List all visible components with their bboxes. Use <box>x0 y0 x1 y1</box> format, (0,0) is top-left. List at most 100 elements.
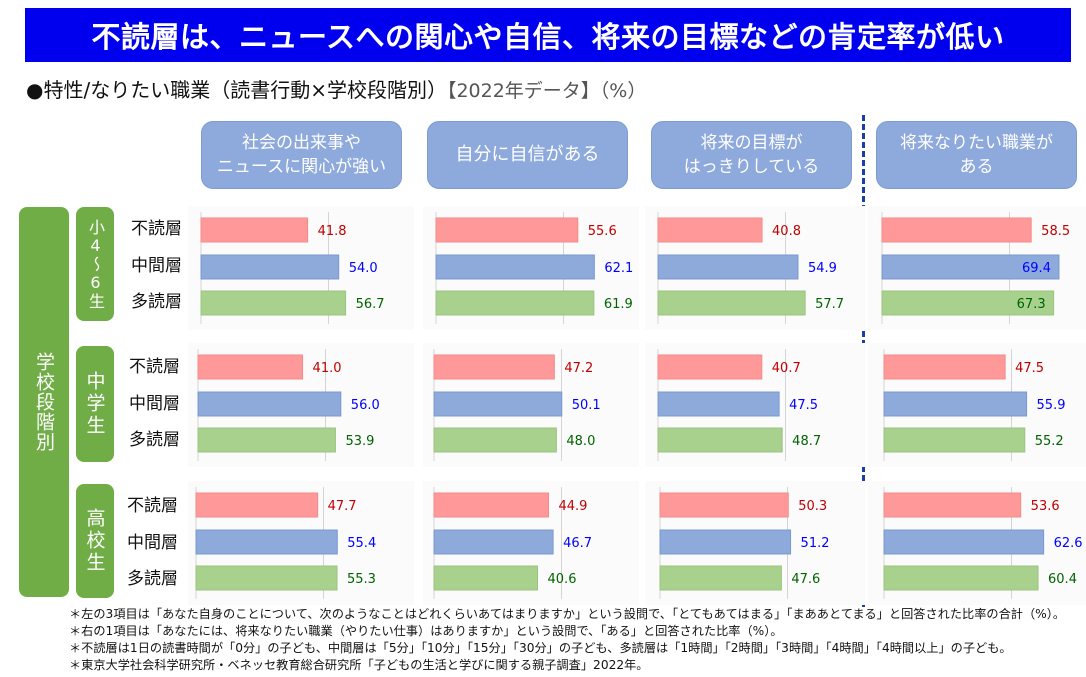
row-label: 不読層 <box>131 219 182 239</box>
row-label: 不読層 <box>127 496 178 516</box>
data-label: 55.4 <box>347 536 376 551</box>
data-label: 47.5 <box>789 398 818 413</box>
grade-label-high-school: 高校生 <box>76 484 114 598</box>
data-label: 47.5 <box>1015 361 1044 376</box>
bar-nonreader <box>659 492 789 518</box>
footnote-1: ＊左の3項目は「あなた自身のことについて、次のようなことはどれくらいあてはまりま… <box>69 607 1066 621</box>
row-label: 不読層 <box>129 357 180 377</box>
bar-heavy <box>659 565 782 591</box>
bar-middle <box>881 254 1060 280</box>
bar-nonreader <box>433 492 549 518</box>
bar-heavy <box>195 565 338 591</box>
chart-subtitle: ●特性/なりたい職業（読書行動×学校段階別）【2022年データ】（%） <box>26 74 646 103</box>
data-label: 55.2 <box>1035 434 1064 449</box>
grade-label-text: 高校生 <box>83 508 106 574</box>
bar-nonreader <box>883 492 1022 518</box>
bar-middle <box>657 391 780 417</box>
data-label: 54.0 <box>349 261 378 276</box>
data-label: 47.2 <box>564 361 593 376</box>
data-label: 56.7 <box>356 297 385 312</box>
data-label: 41.8 <box>318 224 347 239</box>
data-label: 48.0 <box>566 434 595 449</box>
data-label: 62.1 <box>604 261 633 276</box>
bar-middle <box>195 529 338 555</box>
bar-nonreader <box>433 354 555 380</box>
bar-middle <box>659 529 792 555</box>
bar-heavy <box>433 565 539 591</box>
row-label: 中間層 <box>127 533 178 553</box>
data-label: 56.0 <box>351 398 380 413</box>
data-label: 54.9 <box>808 261 837 276</box>
data-label: 40.6 <box>548 572 577 587</box>
bar-middle <box>435 254 595 280</box>
data-label: 47.6 <box>791 572 820 587</box>
footnote-4: ＊東京大学社会科学研究所・ベネッセ教育総合研究所「子どもの生活と学びに関する親子… <box>69 658 649 672</box>
data-label: 50.1 <box>572 398 601 413</box>
bar-middle <box>657 254 799 280</box>
bar-middle <box>197 391 342 417</box>
bar-nonreader <box>657 354 763 380</box>
bar-middle <box>433 391 563 417</box>
data-label: 61.9 <box>604 297 633 312</box>
data-label: 57.7 <box>815 297 844 312</box>
column-header-future-goal: 将来の目標が はっきりしている <box>651 121 852 189</box>
school-stage-label-text: 学校段階別 <box>33 352 55 452</box>
bar-nonreader <box>197 354 304 380</box>
school-stage-label: 学校段階別 <box>19 207 69 597</box>
data-label: 55.9 <box>1037 398 1066 413</box>
bar-heavy <box>883 565 1039 591</box>
data-label: 40.7 <box>772 361 801 376</box>
grade-label-text: 小4〜6生 <box>86 218 105 310</box>
page-title: 不読層は、ニュースへの関心や自信、将来の目標などの肯定率が低い <box>25 8 1071 62</box>
data-label: 58.5 <box>1041 224 1070 239</box>
row-label: 中間層 <box>131 256 182 276</box>
column-header-self-confidence: 自分に自信がある <box>427 121 628 189</box>
subtitle-main: ●特性/なりたい職業（読書行動×学校段階別） <box>26 78 447 102</box>
footnote-3: ＊不読層は1日の読書時間が「0分」の子ども、中間層は「5分」「10分」「15分」… <box>69 641 1012 655</box>
bar-nonreader <box>883 354 1006 380</box>
grade-label-junior-high: 中学生 <box>76 346 114 462</box>
bar-heavy <box>433 427 557 453</box>
bar-nonreader <box>200 217 309 243</box>
data-label: 55.6 <box>588 224 617 239</box>
data-label: 47.7 <box>328 499 357 514</box>
data-label: 53.9 <box>345 434 374 449</box>
bar-nonreader <box>881 217 1032 243</box>
data-label: 44.9 <box>558 499 587 514</box>
footnote-2: ＊右の1項目は「あなたには、将来なりたい職業（やりたい仕事）はありますか」という… <box>69 624 783 638</box>
data-label: 62.6 <box>1054 536 1083 551</box>
bar-heavy <box>197 427 336 453</box>
data-label: 48.7 <box>792 434 821 449</box>
bar-nonreader <box>195 492 319 518</box>
bar-nonreader <box>435 217 579 243</box>
row-label: 多読層 <box>131 292 182 312</box>
row-label: 中間層 <box>129 394 180 414</box>
row-label: 多読層 <box>127 569 178 589</box>
data-label: 51.2 <box>801 536 830 551</box>
bar-middle <box>200 254 340 280</box>
data-label: 55.3 <box>347 572 376 587</box>
bar-middle <box>883 529 1045 555</box>
grade-label-elementary: 小4〜6生 <box>76 207 114 321</box>
column-header-news-interest: 社会の出来事や ニュースに関心が強い <box>201 121 402 189</box>
bar-middle <box>883 391 1028 417</box>
bar-heavy <box>881 290 1055 316</box>
data-label: 69.4 <box>1022 261 1051 276</box>
data-label: 50.3 <box>798 499 827 514</box>
bar-nonreader <box>657 217 763 243</box>
data-label: 53.6 <box>1031 499 1060 514</box>
data-label: 46.7 <box>563 536 592 551</box>
bar-heavy <box>883 427 1026 453</box>
grade-label-text: 中学生 <box>83 371 106 437</box>
column-header-desired-job: 将来なりたい職業が ある <box>876 121 1077 189</box>
bar-heavy <box>657 427 783 453</box>
data-label: 40.8 <box>772 224 801 239</box>
row-label: 多読層 <box>129 430 180 450</box>
bar-heavy <box>200 290 347 316</box>
subtitle-year-unit: 【2022年データ】（%） <box>446 80 647 102</box>
bar-middle <box>433 529 554 555</box>
data-label: 41.0 <box>313 361 342 376</box>
bar-heavy <box>435 290 595 316</box>
bar-heavy <box>657 290 806 316</box>
